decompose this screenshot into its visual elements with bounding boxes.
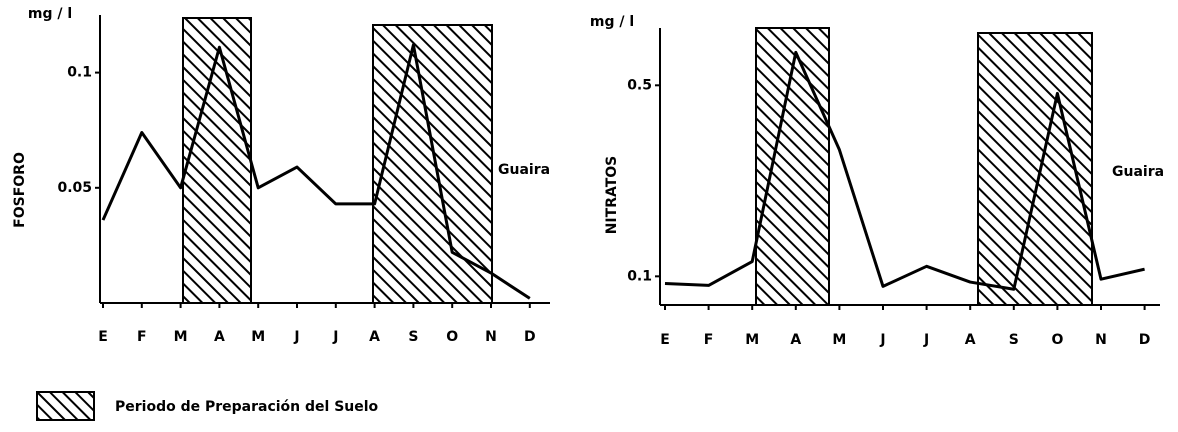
x-tick-label: S	[408, 329, 418, 345]
y-tick-label: 0.05	[57, 180, 92, 196]
x-tick-label: N	[485, 329, 497, 345]
data-line	[664, 50, 1145, 291]
x-tick-label: J	[923, 332, 929, 348]
x-tick-label: M	[832, 332, 846, 348]
unit-label: mg / l	[28, 6, 72, 22]
x-tick-label: A	[214, 329, 225, 345]
x-tick-label: M	[745, 332, 759, 348]
x-tick-label: M	[251, 329, 265, 345]
shaded-period	[372, 24, 493, 304]
annotation: Guaira	[1112, 164, 1164, 180]
x-tick-label: N	[1095, 332, 1107, 348]
x-tick-label: O	[446, 329, 458, 345]
data-line	[101, 43, 531, 300]
y-tick-label: 0.5	[627, 77, 652, 93]
x-tick-label: J	[879, 332, 885, 348]
legend-label: Periodo de Preparación del Suelo	[115, 399, 379, 415]
x-tick-label: E	[98, 329, 108, 345]
y-tick-label: 0.1	[627, 268, 652, 284]
unit-label: mg / l	[590, 14, 634, 30]
y-axis-title: NITRATOS	[604, 156, 620, 235]
annotation: Guaira	[498, 162, 550, 178]
shaded-period	[977, 32, 1093, 306]
x-tick-label: O	[1051, 332, 1063, 348]
x-tick-label: D	[524, 329, 536, 345]
y-axis-title: FOSFORO	[12, 152, 28, 228]
x-tick-label: M	[174, 329, 188, 345]
x-tick-label: A	[965, 332, 976, 348]
x-tick-label: E	[660, 332, 670, 348]
x-tick-label: J	[293, 329, 299, 345]
x-tick-label: F	[704, 332, 714, 348]
legend-swatch	[36, 391, 95, 421]
x-tick-label: A	[369, 329, 380, 345]
x-tick-label: D	[1139, 332, 1151, 348]
x-tick-label: J	[332, 329, 338, 345]
x-tick-label: A	[790, 332, 801, 348]
x-tick-label: F	[137, 329, 147, 345]
x-tick-label: S	[1009, 332, 1019, 348]
y-tick-label: 0.1	[67, 65, 92, 81]
shaded-period	[182, 17, 252, 304]
